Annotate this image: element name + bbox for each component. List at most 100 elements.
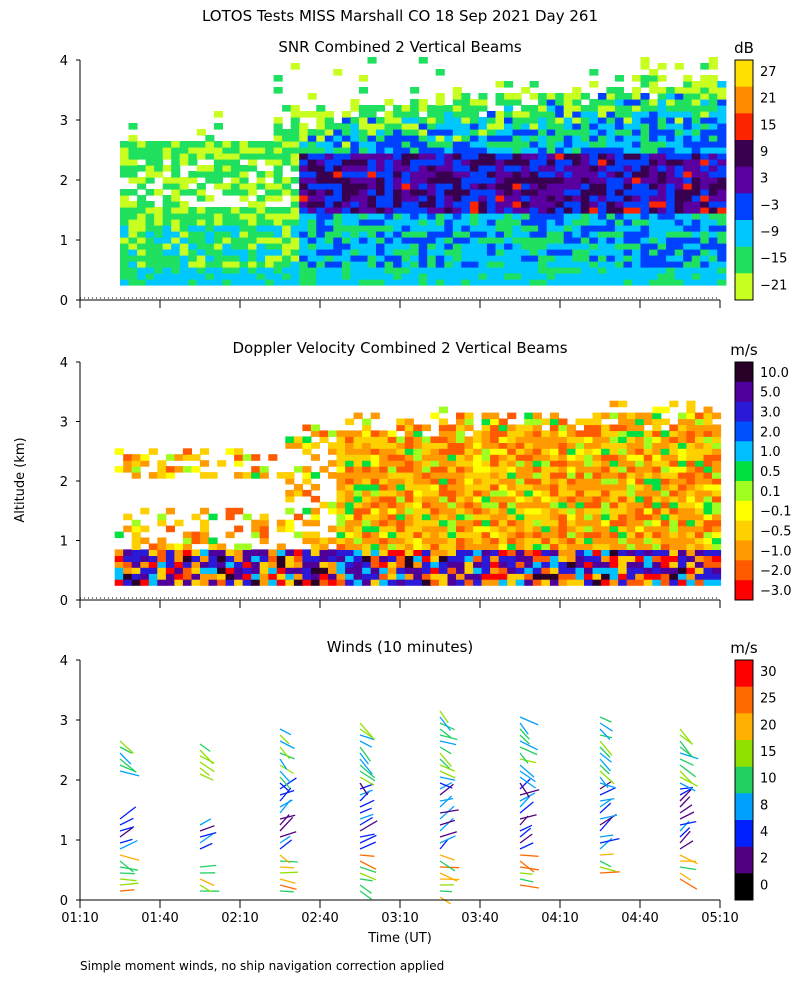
doppler-cell — [370, 442, 380, 449]
wind-barb — [359, 722, 373, 738]
snr-cell — [367, 255, 377, 262]
snr-cell — [504, 243, 514, 250]
doppler-cell — [362, 418, 372, 426]
snr-cell — [384, 147, 394, 154]
snr-cell — [282, 279, 292, 286]
snr-cell — [427, 231, 437, 238]
doppler-cell — [353, 460, 363, 467]
snr-cell — [486, 135, 496, 142]
doppler-cell — [643, 466, 653, 473]
snr-cell — [290, 177, 300, 184]
doppler-cell — [234, 561, 244, 568]
doppler-cell — [447, 549, 457, 556]
snr-cell — [478, 159, 488, 166]
doppler-cell — [618, 418, 628, 426]
snr-cell — [324, 267, 334, 274]
doppler-cell — [635, 484, 645, 491]
snr-cell — [538, 123, 548, 130]
snr-cell — [555, 147, 565, 154]
snr-cell — [188, 213, 198, 220]
doppler-cell — [473, 573, 483, 580]
snr-cell — [444, 279, 454, 286]
doppler-cell — [131, 567, 141, 574]
doppler-cell — [618, 448, 628, 455]
snr-cell — [393, 129, 403, 136]
doppler-cell — [618, 460, 628, 467]
snr-cell — [273, 213, 283, 220]
doppler-cell — [345, 501, 355, 509]
doppler-cell — [635, 549, 645, 556]
snr-cell — [350, 279, 360, 286]
snr-cell — [196, 255, 206, 262]
doppler-cell — [601, 424, 611, 432]
doppler-cell — [558, 513, 568, 521]
doppler-cell — [498, 448, 508, 455]
snr-cell — [495, 177, 505, 184]
snr-cell — [222, 183, 232, 190]
snr-cell — [324, 147, 334, 154]
snr-cell — [171, 249, 181, 256]
snr-cell — [162, 153, 172, 160]
snr-cell — [666, 267, 676, 274]
snr-cell — [350, 117, 360, 124]
doppler-cell — [677, 478, 687, 485]
snr-cell — [666, 105, 676, 112]
doppler-cell — [413, 567, 423, 574]
doppler-cell — [345, 436, 355, 443]
doppler-cell — [447, 573, 457, 580]
doppler-cell — [362, 466, 372, 473]
doppler-cell — [635, 454, 645, 461]
doppler-cell — [157, 555, 167, 562]
snr-cell — [589, 153, 599, 160]
doppler-cell — [532, 501, 542, 509]
doppler-cell — [242, 549, 252, 556]
doppler-cell — [370, 537, 380, 545]
snr-cell — [213, 111, 223, 118]
snr-cell — [504, 123, 514, 130]
snr-cell — [632, 159, 642, 166]
snr-cell — [495, 189, 505, 196]
snr-cell — [358, 183, 368, 190]
doppler-cell — [310, 430, 320, 437]
snr-cell — [589, 237, 599, 244]
snr-cell — [555, 201, 565, 208]
snr-cell — [230, 165, 240, 172]
snr-cell — [179, 279, 189, 286]
doppler-cell — [404, 561, 414, 568]
snr-cell — [179, 267, 189, 274]
snr-cell — [597, 111, 607, 118]
doppler-cell — [566, 579, 576, 586]
doppler-cell — [549, 525, 559, 533]
snr-cell — [469, 279, 479, 286]
doppler-cell — [532, 466, 542, 473]
doppler-cell — [481, 454, 491, 461]
doppler-cell — [174, 543, 184, 550]
snr-cell — [273, 267, 283, 274]
snr-cell — [495, 231, 505, 238]
doppler-cell — [362, 495, 372, 503]
snr-cell — [401, 195, 411, 202]
doppler-cell — [507, 573, 517, 580]
doppler-cell — [618, 525, 628, 533]
doppler-cell — [592, 579, 602, 586]
snr-cell — [700, 117, 710, 124]
snr-cell — [316, 135, 326, 142]
doppler-cell — [421, 537, 431, 545]
snr-cell — [230, 183, 240, 190]
doppler-cell — [387, 561, 397, 568]
doppler-cell — [669, 507, 679, 515]
doppler-cell — [123, 579, 133, 586]
snr-cell — [512, 279, 522, 286]
doppler-cell — [319, 501, 329, 509]
snr-cell — [307, 261, 317, 268]
doppler-cell — [481, 495, 491, 503]
doppler-cell — [601, 561, 611, 568]
snr-cell — [495, 279, 505, 286]
snr-cell — [376, 189, 386, 196]
snr-cell — [504, 183, 514, 190]
snr-cell — [529, 135, 539, 142]
doppler-cell — [686, 579, 696, 586]
doppler-cell — [328, 525, 338, 533]
snr-cell — [205, 213, 215, 220]
doppler-cell — [712, 543, 722, 550]
